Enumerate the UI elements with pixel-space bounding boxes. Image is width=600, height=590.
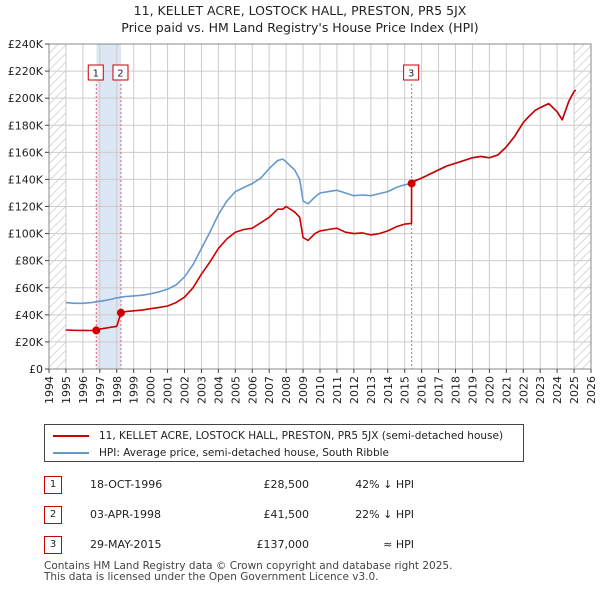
legend-label-hpi: HPI: Average price, semi-detached house,… <box>99 447 390 459</box>
sale-hpi-diff: ≈ HPI <box>383 538 414 551</box>
x-tick-label: 2016 <box>416 376 429 404</box>
x-tick-label: 2006 <box>246 376 259 404</box>
x-tick-label: 2002 <box>179 376 192 404</box>
sale-number-badge: 3 <box>44 536 62 554</box>
sale-price: £41,500 <box>263 508 310 521</box>
y-tick-label: £60K <box>15 282 44 295</box>
sale-point <box>407 179 416 188</box>
y-tick-label: £200K <box>8 92 44 105</box>
table-row: 3 29-MAY-2015 £137,000 ≈ HPI <box>44 536 464 554</box>
hpi-line <box>65 89 577 305</box>
x-tick-label: 2018 <box>450 376 463 404</box>
footer-attribution: Contains HM Land Registry data © Crown c… <box>44 561 452 583</box>
sale-marker-label: 3 <box>408 69 414 80</box>
sale-marker-box <box>87 64 104 81</box>
x-tick-label: 2008 <box>280 376 293 404</box>
x-tick-label: 2007 <box>263 376 276 404</box>
footer-line-licence: This data is licensed under the Open Gov… <box>44 571 379 583</box>
y-tick-label: £160K <box>8 146 44 159</box>
x-tick-label: 2020 <box>483 376 496 404</box>
y-tick-label: £120K <box>8 201 44 214</box>
sale-point <box>92 326 101 335</box>
chart-subtitle: Price paid vs. HM Land Registry's House … <box>121 20 479 35</box>
x-tick-label: 1997 <box>94 376 107 404</box>
x-tick-label: 2026 <box>585 376 598 404</box>
y-tick-label: £240K <box>8 38 44 51</box>
x-tick-label: 2014 <box>382 376 395 404</box>
x-tick-label: 1994 <box>43 376 56 404</box>
x-tick-label: 2005 <box>229 376 242 404</box>
y-tick-label: £100K <box>8 228 44 241</box>
y-tick-label: £140K <box>8 173 44 186</box>
x-tick-label: 1995 <box>60 376 73 404</box>
x-tick-label: 2000 <box>145 376 158 404</box>
footer-line-copyright: Contains HM Land Registry data © Crown c… <box>44 560 453 572</box>
sale-number-badge: 1 <box>44 476 62 494</box>
x-tick-label: 2023 <box>534 376 547 404</box>
table-row: 1 18-OCT-1996 £28,500 42% ↓ HPI <box>44 476 464 494</box>
chart-title-line: 11, KELLET ACRE, LOSTOCK HALL, PRESTON, … <box>133 3 467 18</box>
chart-title: 11, KELLET ACRE, LOSTOCK HALL, PRESTON, … <box>0 2 600 36</box>
y-tick-label: £40K <box>15 309 44 322</box>
sale-date: 03-APR-1998 <box>90 508 162 521</box>
sale-price: £137,000 <box>256 538 310 551</box>
sale-marker-label: 2 <box>117 69 123 80</box>
table-row: 2 03-APR-1998 £41,500 22% ↓ HPI <box>44 506 464 524</box>
y-tick-label: £0 <box>29 363 43 376</box>
sale-marker-label: 1 <box>93 69 99 80</box>
x-tick-label: 2024 <box>551 376 564 404</box>
legend-item-property: 11, KELLET ACRE, LOSTOCK HALL, PRESTON, … <box>53 428 503 444</box>
legend-item-hpi: HPI: Average price, semi-detached house,… <box>53 445 389 461</box>
y-tick-label: £180K <box>8 119 44 132</box>
x-tick-label: 2001 <box>162 376 175 404</box>
x-tick-label: 2022 <box>517 376 530 404</box>
sale-date: 29-MAY-2015 <box>90 538 162 551</box>
x-tick-label: 2010 <box>314 376 327 404</box>
sale-hpi-diff: 42% ↓ HPI <box>355 478 414 491</box>
sale-marker-box <box>403 64 420 81</box>
x-tick-label: 2017 <box>433 376 446 404</box>
sale-marker-box <box>112 64 129 81</box>
x-tick-label: 2025 <box>568 376 581 404</box>
x-tick-label: 2003 <box>195 376 208 404</box>
sale-point <box>116 308 125 317</box>
x-tick-label: 2004 <box>212 376 225 404</box>
x-tick-label: 2019 <box>466 376 479 404</box>
x-tick-label: 1998 <box>111 376 124 404</box>
legend-label-property: 11, KELLET ACRE, LOSTOCK HALL, PRESTON, … <box>99 430 504 442</box>
x-tick-label: 1999 <box>128 376 141 404</box>
sale-hpi-diff: 22% ↓ HPI <box>355 508 414 521</box>
y-tick-label: £220K <box>8 65 44 78</box>
sale-date: 18-OCT-1996 <box>90 478 163 491</box>
x-tick-label: 2012 <box>348 376 361 404</box>
x-tick-label: 2015 <box>399 376 412 404</box>
x-tick-label: 1996 <box>77 376 90 404</box>
property-price-line <box>65 89 577 332</box>
x-tick-label: 2009 <box>297 376 310 404</box>
price-chart: 1 2 3 £0 £20K £40K £60K £80K £100K £120K £140K £16… <box>8 38 598 404</box>
legend: 11, KELLET ACRE, LOSTOCK HALL, PRESTON, … <box>44 424 524 462</box>
sale-number-badge: 2 <box>44 506 62 524</box>
x-tick-label: 2013 <box>365 376 378 404</box>
x-tick-label: 2011 <box>331 376 344 404</box>
legend-swatch-property <box>53 435 89 437</box>
legend-swatch-hpi <box>53 452 89 454</box>
sale-price: £28,500 <box>263 478 310 491</box>
x-tick-label: 2021 <box>500 376 513 404</box>
y-tick-label: £20K <box>15 336 44 349</box>
y-tick-label: £80K <box>15 255 44 268</box>
